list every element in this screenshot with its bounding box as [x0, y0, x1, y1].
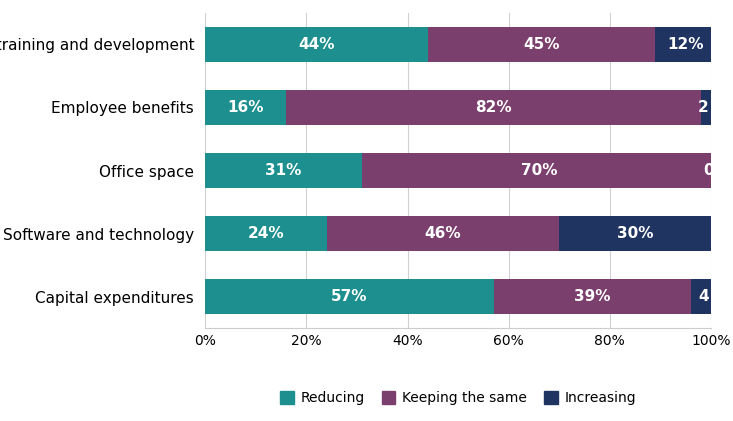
Text: 12%: 12% [668, 37, 704, 52]
Bar [327, 216, 559, 251]
Bar [690, 279, 711, 314]
Legend: Reducing, Keeping the same, Increasing: Reducing, Keeping the same, Increasing [274, 386, 642, 411]
Text: 31%: 31% [265, 163, 302, 178]
Bar [428, 27, 655, 62]
Bar [205, 90, 286, 125]
Text: 44%: 44% [298, 37, 335, 52]
Bar [205, 153, 362, 188]
Text: 30%: 30% [617, 226, 653, 241]
Bar [286, 90, 701, 125]
Text: 24%: 24% [248, 226, 284, 241]
Bar [362, 153, 716, 188]
Bar [655, 27, 716, 62]
Bar [205, 27, 428, 62]
Text: 0: 0 [703, 163, 713, 178]
Text: 39%: 39% [574, 289, 611, 304]
Text: 70%: 70% [521, 163, 557, 178]
Text: 57%: 57% [331, 289, 368, 304]
Text: 45%: 45% [523, 37, 560, 52]
Bar [493, 279, 690, 314]
Bar [559, 216, 711, 251]
Text: 2: 2 [698, 100, 709, 115]
Text: 82%: 82% [475, 100, 512, 115]
Text: 4: 4 [698, 289, 709, 304]
Text: 46%: 46% [424, 226, 461, 241]
Bar [701, 90, 711, 125]
Bar [205, 216, 327, 251]
Bar [205, 279, 493, 314]
Text: 16%: 16% [227, 100, 264, 115]
